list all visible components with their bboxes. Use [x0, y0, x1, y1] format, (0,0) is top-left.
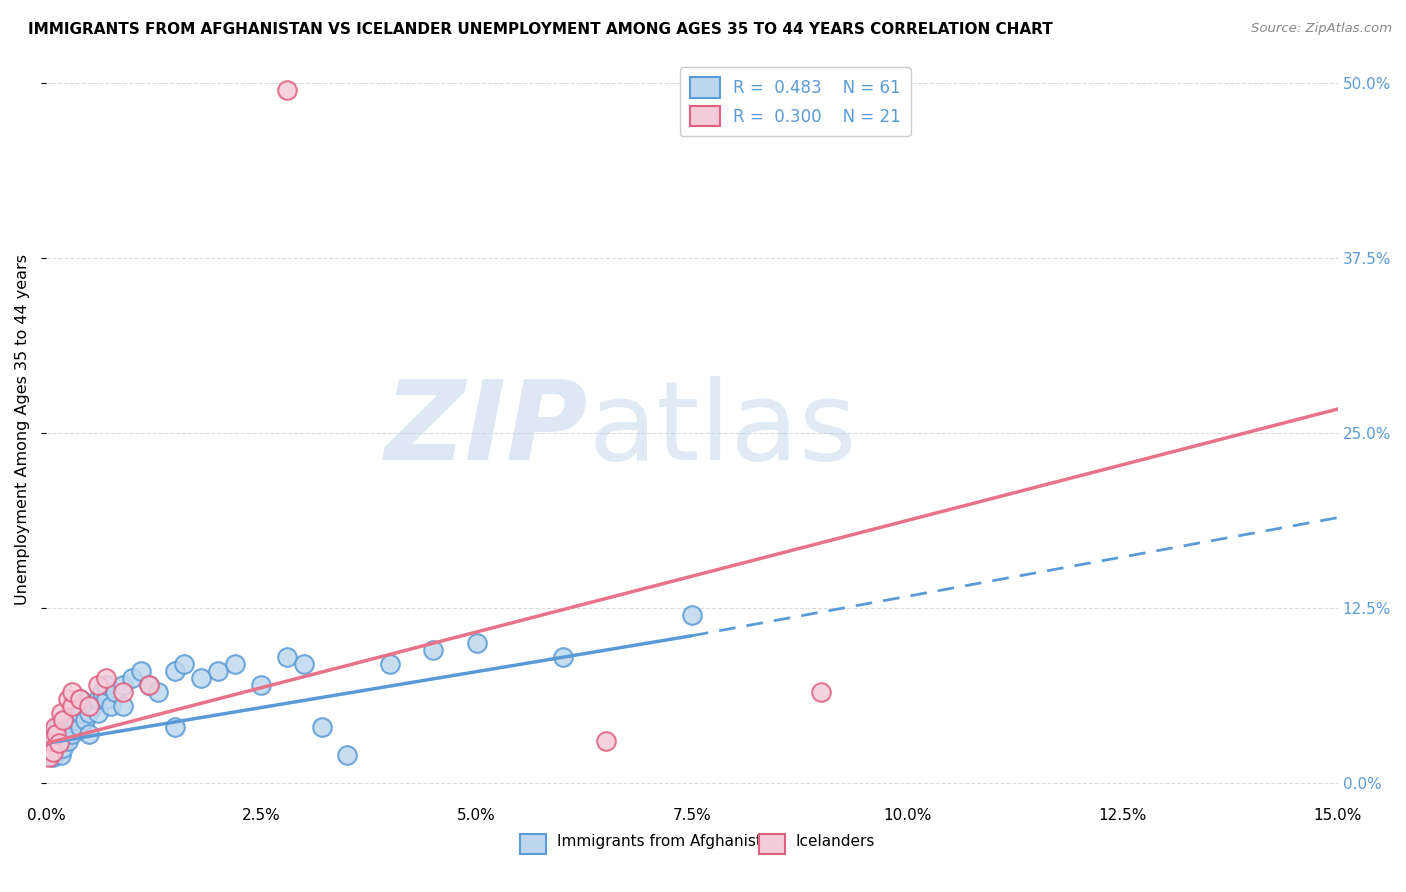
Point [380, 657, 402, 671]
Point [810, 684, 832, 698]
Point [73, 713, 96, 727]
Point [46, 745, 69, 759]
Point [44, 726, 66, 740]
Text: ZIP: ZIP [385, 376, 589, 483]
Point [44, 720, 66, 734]
Point [112, 684, 135, 698]
Point [37, 740, 59, 755]
Point [65, 713, 87, 727]
Point [52, 713, 75, 727]
Point [82, 698, 104, 713]
Point [60, 726, 83, 740]
Point [45, 726, 67, 740]
Point [86, 678, 108, 692]
Point [422, 642, 444, 657]
Point [121, 671, 143, 685]
Point [52, 740, 75, 755]
Point [138, 678, 160, 692]
Point [48, 733, 70, 747]
Point [39, 745, 62, 759]
Point [42, 731, 65, 745]
Text: Icelanders: Icelanders [796, 835, 875, 849]
Point [104, 684, 127, 698]
Point [38, 736, 60, 750]
Point [681, 607, 703, 622]
Point [42, 745, 65, 759]
Point [165, 720, 187, 734]
Point [276, 83, 298, 97]
Text: IMMIGRANTS FROM AFGHANISTAN VS ICELANDER UNEMPLOYMENT AMONG AGES 35 TO 44 YEARS : IMMIGRANTS FROM AFGHANISTAN VS ICELANDER… [28, 22, 1053, 37]
Point [51, 706, 73, 720]
Point [46, 720, 69, 734]
Point [77, 726, 100, 740]
Point [165, 664, 187, 678]
Point [56, 733, 79, 747]
Point [62, 698, 84, 713]
Point [112, 698, 135, 713]
Point [276, 649, 298, 664]
Point [595, 733, 617, 747]
Point [96, 691, 118, 706]
Point [41, 740, 63, 755]
Point [37, 740, 59, 755]
Point [69, 691, 91, 706]
Point [48, 736, 70, 750]
Point [56, 691, 79, 706]
Point [39, 733, 62, 747]
Text: Immigrants from Afghanistan: Immigrants from Afghanistan [557, 835, 780, 849]
Point [60, 706, 83, 720]
Point [551, 649, 574, 664]
Point [224, 657, 246, 671]
Point [38, 747, 60, 762]
Point [96, 671, 118, 685]
Point [112, 678, 135, 692]
Point [250, 678, 273, 692]
Y-axis label: Unemployment Among Ages 35 to 44 years: Unemployment Among Ages 35 to 44 years [15, 254, 30, 605]
Point [292, 657, 315, 671]
Point [86, 706, 108, 720]
Point [69, 691, 91, 706]
Point [52, 713, 75, 727]
Text: atlas: atlas [589, 376, 858, 483]
Point [86, 691, 108, 706]
Point [138, 678, 160, 692]
Point [336, 747, 359, 762]
Point [77, 698, 100, 713]
Point [56, 720, 79, 734]
Point [49, 726, 72, 740]
Point [207, 664, 229, 678]
Point [465, 636, 488, 650]
Point [60, 684, 83, 698]
Point [129, 664, 152, 678]
Point [173, 657, 195, 671]
Point [77, 706, 100, 720]
Point [38, 750, 60, 764]
Point [60, 698, 83, 713]
Point [311, 720, 333, 734]
Text: Source: ZipAtlas.com: Source: ZipAtlas.com [1251, 22, 1392, 36]
Point [45, 736, 67, 750]
Point [96, 678, 118, 692]
Point [190, 671, 212, 685]
Point [51, 747, 73, 762]
Point [69, 720, 91, 734]
Point [146, 684, 169, 698]
Point [53, 723, 76, 737]
Point [69, 706, 91, 720]
Legend: R =  0.483    N = 61, R =  0.300    N = 21: R = 0.483 N = 61, R = 0.300 N = 21 [679, 67, 911, 136]
Point [42, 750, 65, 764]
Point [39, 733, 62, 747]
Point [100, 698, 122, 713]
Point [91, 684, 114, 698]
Point [48, 740, 70, 755]
